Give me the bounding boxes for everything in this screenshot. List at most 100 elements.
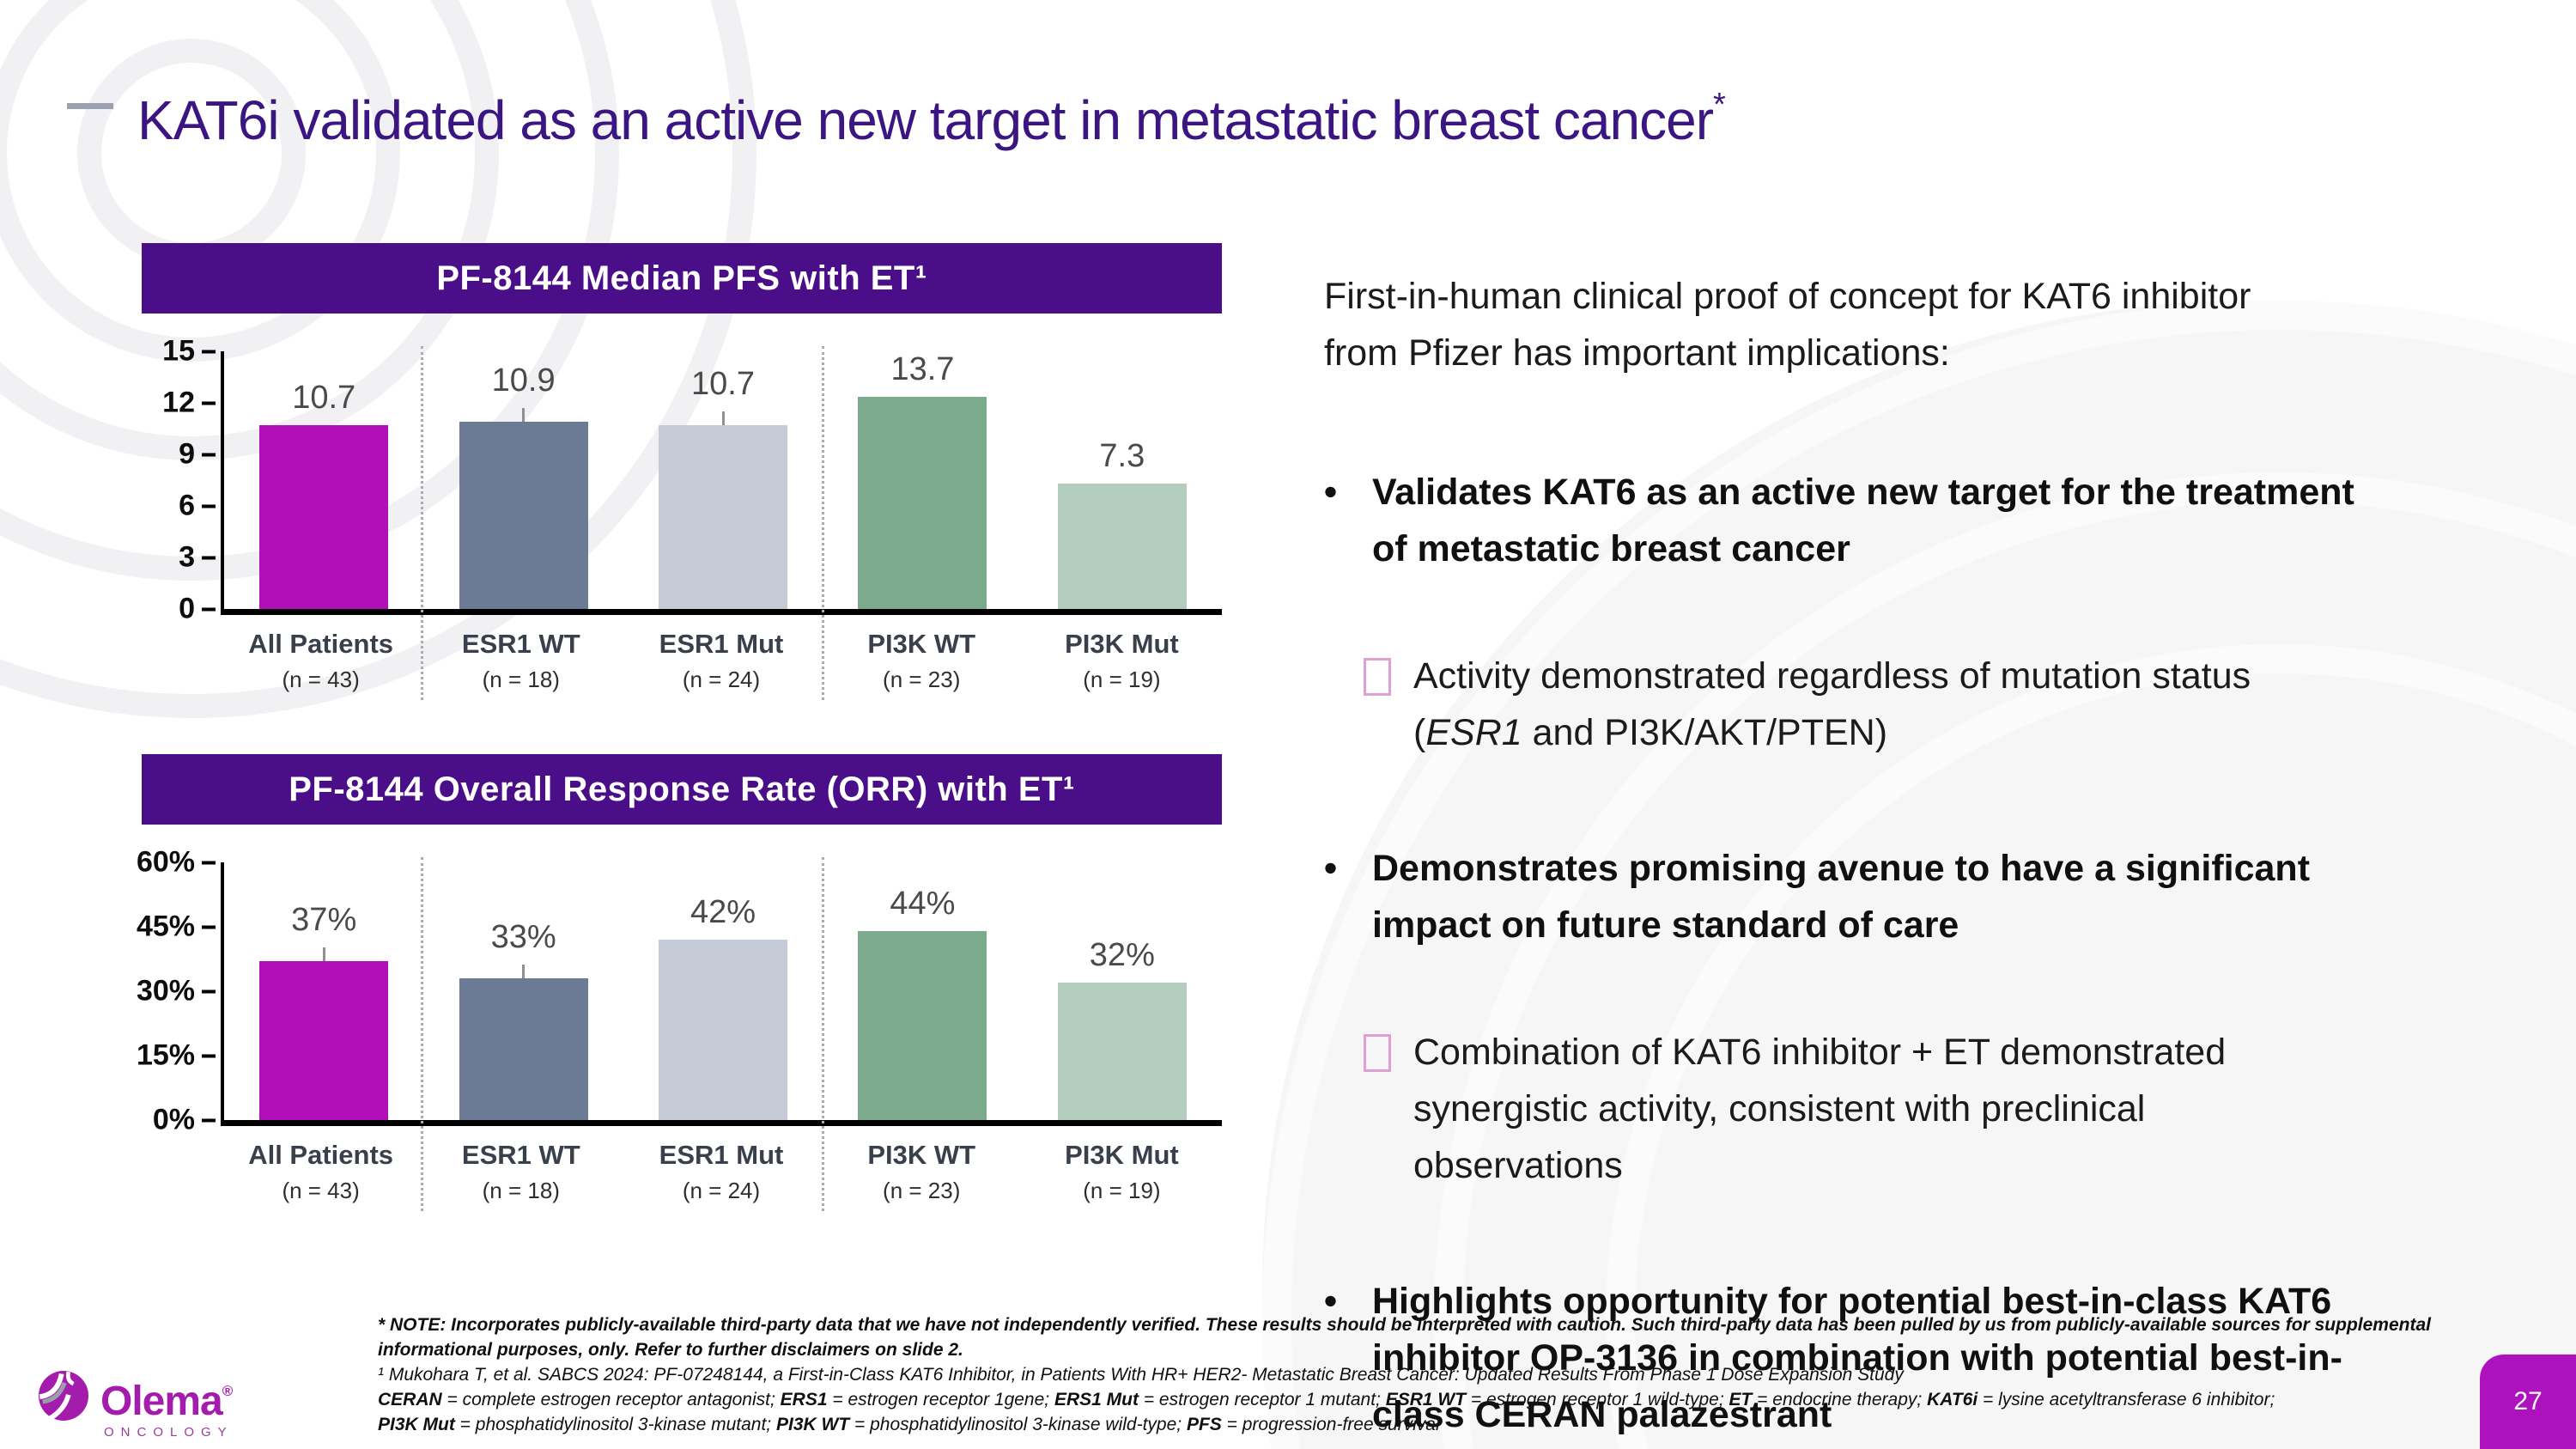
- category-label: ESR1 WT (n = 18): [421, 1140, 621, 1204]
- value-label: 33%: [490, 919, 556, 955]
- bar-slot: 42%: [623, 862, 823, 1120]
- bar-esr1-mut: [659, 940, 788, 1120]
- y-tick-label: 0%: [152, 1103, 195, 1136]
- category-name: ESR1 WT: [461, 629, 580, 659]
- y-tick-label: 0: [179, 592, 195, 625]
- bar-slot: 32%: [1023, 862, 1222, 1120]
- chart-card-pfs: PF-8144 Median PFS with ET¹ 15 12 9 6 3 0 10.…: [142, 243, 1222, 700]
- y-tick-label: 3: [179, 540, 195, 574]
- error-whisker: [522, 408, 526, 422]
- bullet-sub: Activity demonstrated regardless of muta…: [1364, 648, 2440, 761]
- bullet-text: Demonstrates promising avenue to have a …: [1372, 840, 2310, 953]
- category-name: PI3K Mut: [1065, 629, 1179, 659]
- category-name: PI3K WT: [867, 629, 976, 659]
- category-label: PI3K Mut (n = 19): [1022, 629, 1222, 693]
- bar-slot: 10.7: [224, 351, 423, 609]
- intro-line: First-in-human clinical proof of concept…: [1324, 276, 2251, 317]
- title-asterisk: *: [1713, 86, 1726, 123]
- chart-title-banner: PF-8144 Median PFS with ET¹: [142, 243, 1222, 314]
- logo-division: ONCOLOGY: [104, 1425, 234, 1440]
- group-separator: [821, 857, 824, 1211]
- value-label: 44%: [890, 886, 956, 922]
- y-tick-label: 9: [179, 437, 195, 471]
- category-n: (n = 43): [282, 667, 360, 692]
- category-n: (n = 23): [883, 1178, 961, 1203]
- title-dash: [67, 103, 113, 109]
- category-n: (n = 18): [482, 667, 560, 692]
- bullet-text: Activity demonstrated regardless of muta…: [1413, 648, 2251, 761]
- category-label: ESR1 Mut (n = 24): [621, 629, 821, 693]
- bar-slot: 13.7: [823, 351, 1022, 609]
- group-separator: [421, 857, 424, 1211]
- bullet-line: of metastatic breast cancer: [1372, 528, 1850, 569]
- category-label: ESR1 WT (n = 18): [421, 629, 621, 693]
- value-label: 10.9: [491, 362, 556, 399]
- error-whisker: [322, 947, 325, 961]
- footnote-line: CERAN = complete estrogen receptor antag…: [378, 1390, 2275, 1409]
- y-axis: 15 12 9 6 3 0: [142, 335, 221, 625]
- group-separator: [421, 346, 424, 700]
- error-whisker: [522, 965, 526, 978]
- bullet-list: • Validates KAT6 as an active new target …: [1324, 464, 2440, 1443]
- bullet-dot-icon: •: [1324, 472, 1338, 513]
- logo-mark-icon: [39, 1371, 88, 1421]
- category-name: All Patients: [248, 1140, 394, 1170]
- checkbox-icon: [1364, 1034, 1391, 1072]
- category-label: ESR1 Mut (n = 24): [621, 1140, 821, 1204]
- key-points-panel: First-in-human clinical proof of concept…: [1324, 268, 2440, 1449]
- value-label: 37%: [291, 902, 357, 938]
- bar-esr1-wt: [459, 422, 588, 609]
- intro-line: from Pfizer has important implications:: [1324, 332, 1950, 374]
- group-separator: [821, 346, 824, 700]
- category-n: (n = 43): [282, 1178, 360, 1203]
- y-tick-label: 15%: [136, 1038, 195, 1072]
- bullet-main: • Demonstrates promising avenue to have a…: [1324, 840, 2440, 953]
- category-n: (n = 24): [682, 1178, 761, 1203]
- category-name: PI3K Mut: [1065, 1140, 1179, 1170]
- value-label: 32%: [1089, 937, 1155, 973]
- y-tick-label: 45%: [136, 910, 195, 943]
- intro-text: First-in-human clinical proof of concept…: [1324, 268, 2440, 381]
- chart-card-orr: PF-8144 Overall Response Rate (ORR) with…: [137, 754, 1222, 1211]
- y-tick-label: 60%: [136, 845, 195, 879]
- x-axis-labels: All Patients (n = 43) ESR1 WT (n = 18) ESR1 …: [221, 629, 1222, 693]
- category-n: (n = 19): [1083, 667, 1161, 692]
- category-label: All Patients (n = 43): [221, 629, 421, 693]
- category-label: PI3K WT (n = 23): [822, 629, 1022, 693]
- bullet-dot-icon: •: [1324, 848, 1338, 889]
- y-axis: 60% 45% 30% 15% 0%: [137, 846, 221, 1136]
- bullet-line: Validates KAT6 as an active new target f…: [1372, 472, 2354, 513]
- value-label: 13.7: [890, 351, 955, 387]
- category-label: PI3K Mut (n = 19): [1022, 1140, 1222, 1204]
- page-number-badge: 27: [2480, 1355, 2576, 1449]
- footnotes: * NOTE: Incorporates publicly-available …: [378, 1312, 2482, 1437]
- y-tick-label: 30%: [136, 974, 195, 1008]
- bar-all-patients: [259, 425, 389, 609]
- plot-area: 10.7 10.9 10.7 13.7 7.3: [221, 351, 1222, 615]
- y-tick-label: 6: [179, 489, 195, 522]
- bullet-sub: Combination of KAT6 inhibitor + ET demon…: [1364, 1024, 2440, 1194]
- bullet-line: impact on future standard of care: [1372, 904, 1959, 946]
- category-name: ESR1 Mut: [659, 1140, 784, 1170]
- category-name: ESR1 WT: [461, 1140, 580, 1170]
- plot-area: 37% 33% 42% 44% 32%: [221, 862, 1222, 1126]
- y-tick-label: 15: [162, 334, 195, 368]
- logo-brand: Olema: [100, 1379, 223, 1424]
- bar-esr1-mut: [659, 425, 788, 609]
- bullet-line: observations: [1413, 1145, 1623, 1186]
- bullet-line: synergistic activity, consistent with pr…: [1413, 1088, 2146, 1129]
- value-label: 42%: [690, 894, 756, 930]
- footnote-line: PI3K Mut = phosphatidylinositol 3-kinase…: [378, 1415, 1440, 1434]
- bullet-text: Validates KAT6 as an active new target f…: [1372, 464, 2354, 577]
- chart-plot-wrap: 15 12 9 6 3 0 10.7 10.9 10.7 13.7 7.3 All Patient…: [162, 335, 1222, 700]
- bar-all-patients: [259, 961, 389, 1120]
- checkbox-icon: [1364, 658, 1391, 696]
- bar-esr1-wt: [459, 978, 588, 1120]
- category-n: (n = 24): [682, 667, 761, 692]
- bar-slot: 37%: [224, 862, 423, 1120]
- bullet-line: Combination of KAT6 inhibitor + ET demon…: [1413, 1032, 2227, 1073]
- value-label: 7.3: [1099, 438, 1145, 474]
- chart-plot-wrap: 60% 45% 30% 15% 0% 37% 33% 42% 44% 32% All Patie…: [137, 846, 1222, 1211]
- bar-slot: 44%: [823, 862, 1022, 1120]
